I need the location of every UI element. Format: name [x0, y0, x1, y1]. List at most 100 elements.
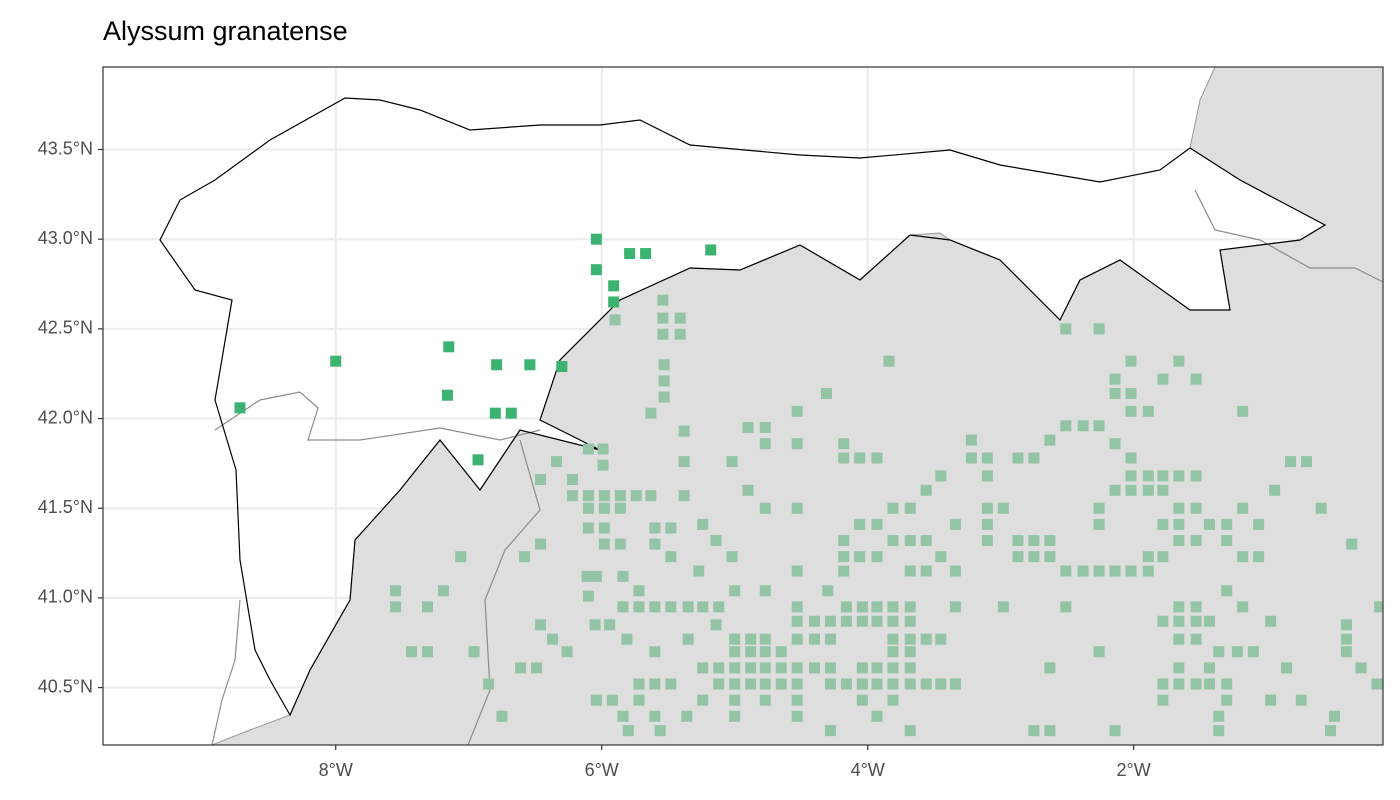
point: [791, 438, 803, 450]
point: [556, 361, 568, 373]
point: [1190, 373, 1202, 385]
point: [1173, 502, 1185, 514]
point: [729, 633, 741, 645]
point: [791, 633, 803, 645]
point: [665, 522, 677, 534]
point: [682, 633, 694, 645]
point: [887, 601, 899, 613]
point: [1028, 535, 1040, 547]
point: [561, 646, 573, 658]
point: [633, 678, 645, 690]
point: [824, 678, 836, 690]
point: [1295, 694, 1307, 706]
point: [949, 565, 961, 577]
point: [949, 518, 961, 530]
point: [1237, 601, 1249, 613]
point: [981, 452, 993, 464]
point: [949, 601, 961, 613]
point: [621, 633, 633, 645]
point: [1060, 323, 1072, 335]
point: [582, 590, 594, 602]
point: [705, 244, 717, 256]
point: [838, 452, 850, 464]
point: [1328, 710, 1340, 722]
point: [617, 570, 629, 582]
point: [1173, 535, 1185, 547]
point: [1221, 585, 1233, 597]
point: [614, 538, 626, 550]
point: [1157, 551, 1169, 563]
point: [624, 248, 636, 260]
point: [1125, 470, 1137, 482]
point: [887, 646, 899, 658]
point: [904, 565, 916, 577]
point: [791, 678, 803, 690]
point: [678, 456, 690, 468]
point: [1012, 535, 1024, 547]
point: [234, 402, 246, 414]
point: [1093, 502, 1105, 514]
point: [1190, 535, 1202, 547]
point: [1125, 355, 1137, 367]
point: [1125, 452, 1137, 464]
point: [1173, 518, 1185, 530]
point: [682, 601, 694, 613]
point: [645, 407, 657, 419]
point: [1093, 518, 1105, 530]
point: [920, 535, 932, 547]
point: [1093, 420, 1105, 432]
point: [904, 535, 916, 547]
point: [791, 710, 803, 722]
point: [1060, 565, 1072, 577]
point: [597, 443, 609, 455]
point: [871, 551, 883, 563]
point: [791, 615, 803, 627]
point: [856, 678, 868, 690]
point: [791, 662, 803, 674]
point: [887, 694, 899, 706]
point: [1237, 551, 1249, 563]
point: [658, 375, 670, 387]
point: [726, 551, 738, 563]
y-tick-label: 42.5°N: [38, 318, 93, 338]
point: [1203, 662, 1215, 674]
point: [697, 518, 709, 530]
point: [617, 710, 629, 722]
point: [535, 474, 547, 486]
point: [1374, 601, 1383, 613]
panel-border: [102, 66, 1384, 746]
y-tick-label: 43.5°N: [38, 138, 93, 158]
point: [649, 678, 661, 690]
point: [871, 601, 883, 613]
point: [1371, 678, 1383, 690]
point: [1044, 551, 1056, 563]
point: [622, 725, 634, 737]
point: [871, 452, 883, 464]
point: [838, 565, 850, 577]
point: [582, 502, 594, 514]
point: [854, 551, 866, 563]
point: [713, 662, 725, 674]
point: [674, 312, 686, 324]
point: [729, 646, 741, 658]
point: [1213, 710, 1225, 722]
point: [856, 662, 868, 674]
point: [633, 601, 645, 613]
point: [981, 502, 993, 514]
point: [1125, 387, 1137, 399]
point: [1044, 662, 1056, 674]
point: [1340, 633, 1352, 645]
point: [904, 502, 916, 514]
point: [665, 551, 677, 563]
y-tick-label: 43.0°N: [38, 228, 93, 248]
point: [1190, 601, 1202, 613]
point: [871, 710, 883, 722]
point: [1012, 551, 1024, 563]
point: [808, 633, 820, 645]
point: [1203, 678, 1215, 690]
point: [871, 518, 883, 530]
point: [871, 615, 883, 627]
point: [491, 359, 503, 371]
point: [633, 585, 645, 597]
point: [598, 538, 610, 550]
